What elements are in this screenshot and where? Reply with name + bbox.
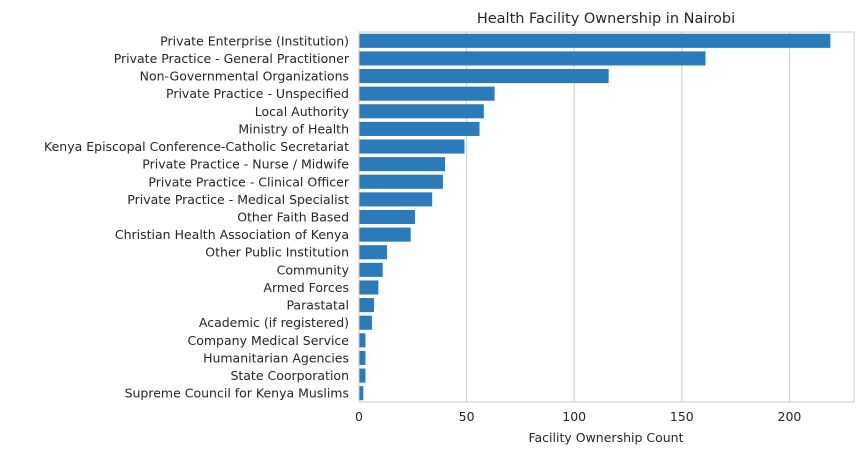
- bar: [359, 192, 433, 207]
- x-tick-label: 100: [562, 409, 586, 424]
- x-tick-labels: 0 50 100 150 200: [355, 409, 801, 424]
- category-label: Academic (if registered): [199, 315, 349, 330]
- bar: [359, 280, 379, 295]
- category-label: Ministry of Health: [238, 121, 349, 136]
- bar: [359, 86, 495, 101]
- bar: [359, 262, 383, 277]
- category-label: Non-Governmental Organizations: [140, 69, 349, 84]
- x-tick-label: 0: [355, 409, 363, 424]
- category-label: Christian Health Association of Kenya: [115, 227, 349, 242]
- bar: [359, 245, 387, 260]
- bar: [359, 174, 443, 189]
- bar: [359, 333, 366, 348]
- category-label: State Coorporation: [230, 368, 349, 383]
- plot-frame: [358, 31, 855, 403]
- category-label: Private Enterprise (Institution): [160, 33, 349, 48]
- category-label: Supreme Council for Kenya Muslims: [125, 386, 349, 401]
- category-label: Private Practice - Medical Specialist: [127, 192, 349, 207]
- bar: [359, 298, 375, 313]
- bar: [359, 69, 609, 84]
- bar: [359, 51, 706, 66]
- bar: [359, 157, 446, 172]
- x-tick-label: 150: [670, 409, 694, 424]
- category-label: Private Practice - General Practitioner: [114, 51, 350, 66]
- bar: [359, 368, 366, 383]
- bar: [359, 139, 465, 154]
- category-label: Company Medical Service: [188, 333, 350, 348]
- x-axis-label: Facility Ownership Count: [528, 430, 683, 445]
- bar: [359, 121, 480, 136]
- bar: [359, 104, 484, 119]
- chart-title: Health Facility Ownership in Nairobi: [477, 11, 735, 27]
- bar: [359, 386, 364, 401]
- bar: [359, 33, 831, 48]
- category-label: Local Authority: [255, 104, 350, 119]
- bar: [359, 315, 372, 330]
- bars: [359, 33, 831, 401]
- x-tick-label: 200: [778, 409, 802, 424]
- category-label: Community: [277, 262, 350, 277]
- category-label: Kenya Episcopal Conference-Catholic Secr…: [44, 139, 349, 154]
- category-label: Other Faith Based: [237, 210, 349, 225]
- bar: [359, 350, 366, 365]
- bar: [359, 227, 411, 242]
- category-label: Private Practice - Clinical Officer: [148, 174, 349, 189]
- category-label: Armed Forces: [263, 280, 349, 295]
- category-label: Humanitarian Agencies: [203, 350, 349, 365]
- axes-border: [358, 31, 855, 403]
- category-label: Private Practice - Unspecified: [166, 86, 349, 101]
- x-tick-label: 50: [459, 409, 475, 424]
- bar: [359, 209, 415, 225]
- category-label: Other Public Institution: [205, 245, 349, 260]
- category-label: Parastatal: [286, 298, 349, 313]
- category-label: Private Practice - Nurse / Midwife: [142, 157, 349, 172]
- category-labels: Private Enterprise (Institution) Private …: [44, 33, 350, 400]
